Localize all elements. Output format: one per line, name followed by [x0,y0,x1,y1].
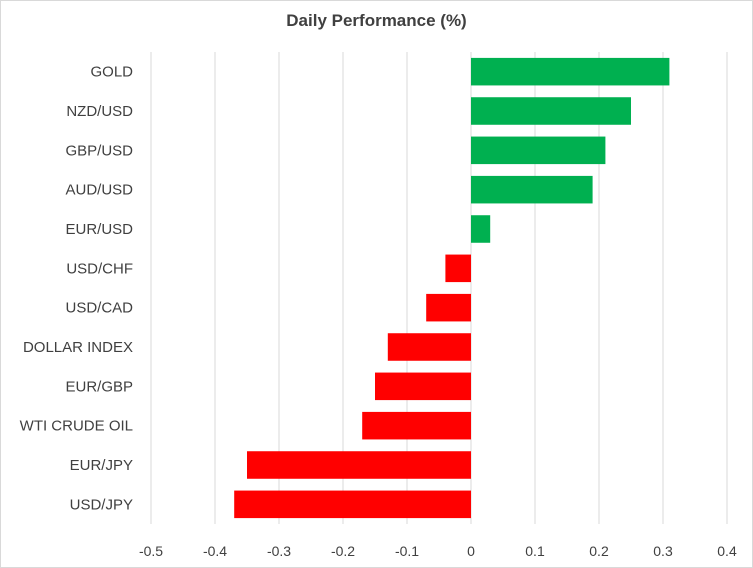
x-tick-label: -0.4 [203,543,227,559]
category-label: EUR/JPY [70,457,133,474]
x-tick-label: -0.3 [267,543,291,559]
x-tick-label: 0 [467,543,475,559]
bar-eur-usd [471,215,491,243]
bar-gold [471,57,670,86]
category-labels: GOLD NZD/USD GBP/USD AUD/USD EUR/USD USD/CHF U… [20,64,134,514]
x-tick-label: -0.2 [331,543,355,559]
x-tick-label: 0.1 [525,543,545,559]
category-label: EUR/GBP [65,378,133,395]
category-label: GOLD [90,64,133,81]
chart-title: Daily Performance (%) [286,11,467,30]
bar-usd-jpy [234,490,471,519]
category-label: WTI CRUDE OIL [20,418,133,435]
bars [234,57,670,519]
bar-nzd-usd [471,97,631,125]
bar-wti-crude-oil [362,411,471,440]
category-label: GBP/USD [65,142,133,159]
x-tick-label: -0.5 [139,543,163,559]
category-label: USD/CAD [65,300,133,317]
category-label: USD/JPY [70,496,133,513]
x-tick-label: 0.3 [653,543,673,559]
category-label: DOLLAR INDEX [23,339,133,356]
bar-eur-gbp [375,372,471,401]
category-label: NZD/USD [66,103,133,120]
category-label: USD/CHF [66,260,133,277]
bar-dollar-index [387,333,471,361]
bar-aud-usd [471,175,593,204]
bar-usd-chf [445,254,471,283]
x-tick-label: 0.4 [717,543,737,559]
bar-usd-cad [426,293,471,322]
gridlines [150,52,728,524]
x-tick-label: 0.2 [589,543,609,559]
bar-gbp-usd [471,136,606,165]
x-tick-labels: -0.5 -0.4 -0.3 -0.2 -0.1 0 0.1 0.2 0.3 0.4 [139,543,737,559]
x-tick-label: -0.1 [395,543,419,559]
bar-eur-jpy [247,451,471,479]
category-label: AUD/USD [65,182,133,199]
category-label: EUR/USD [65,221,133,238]
